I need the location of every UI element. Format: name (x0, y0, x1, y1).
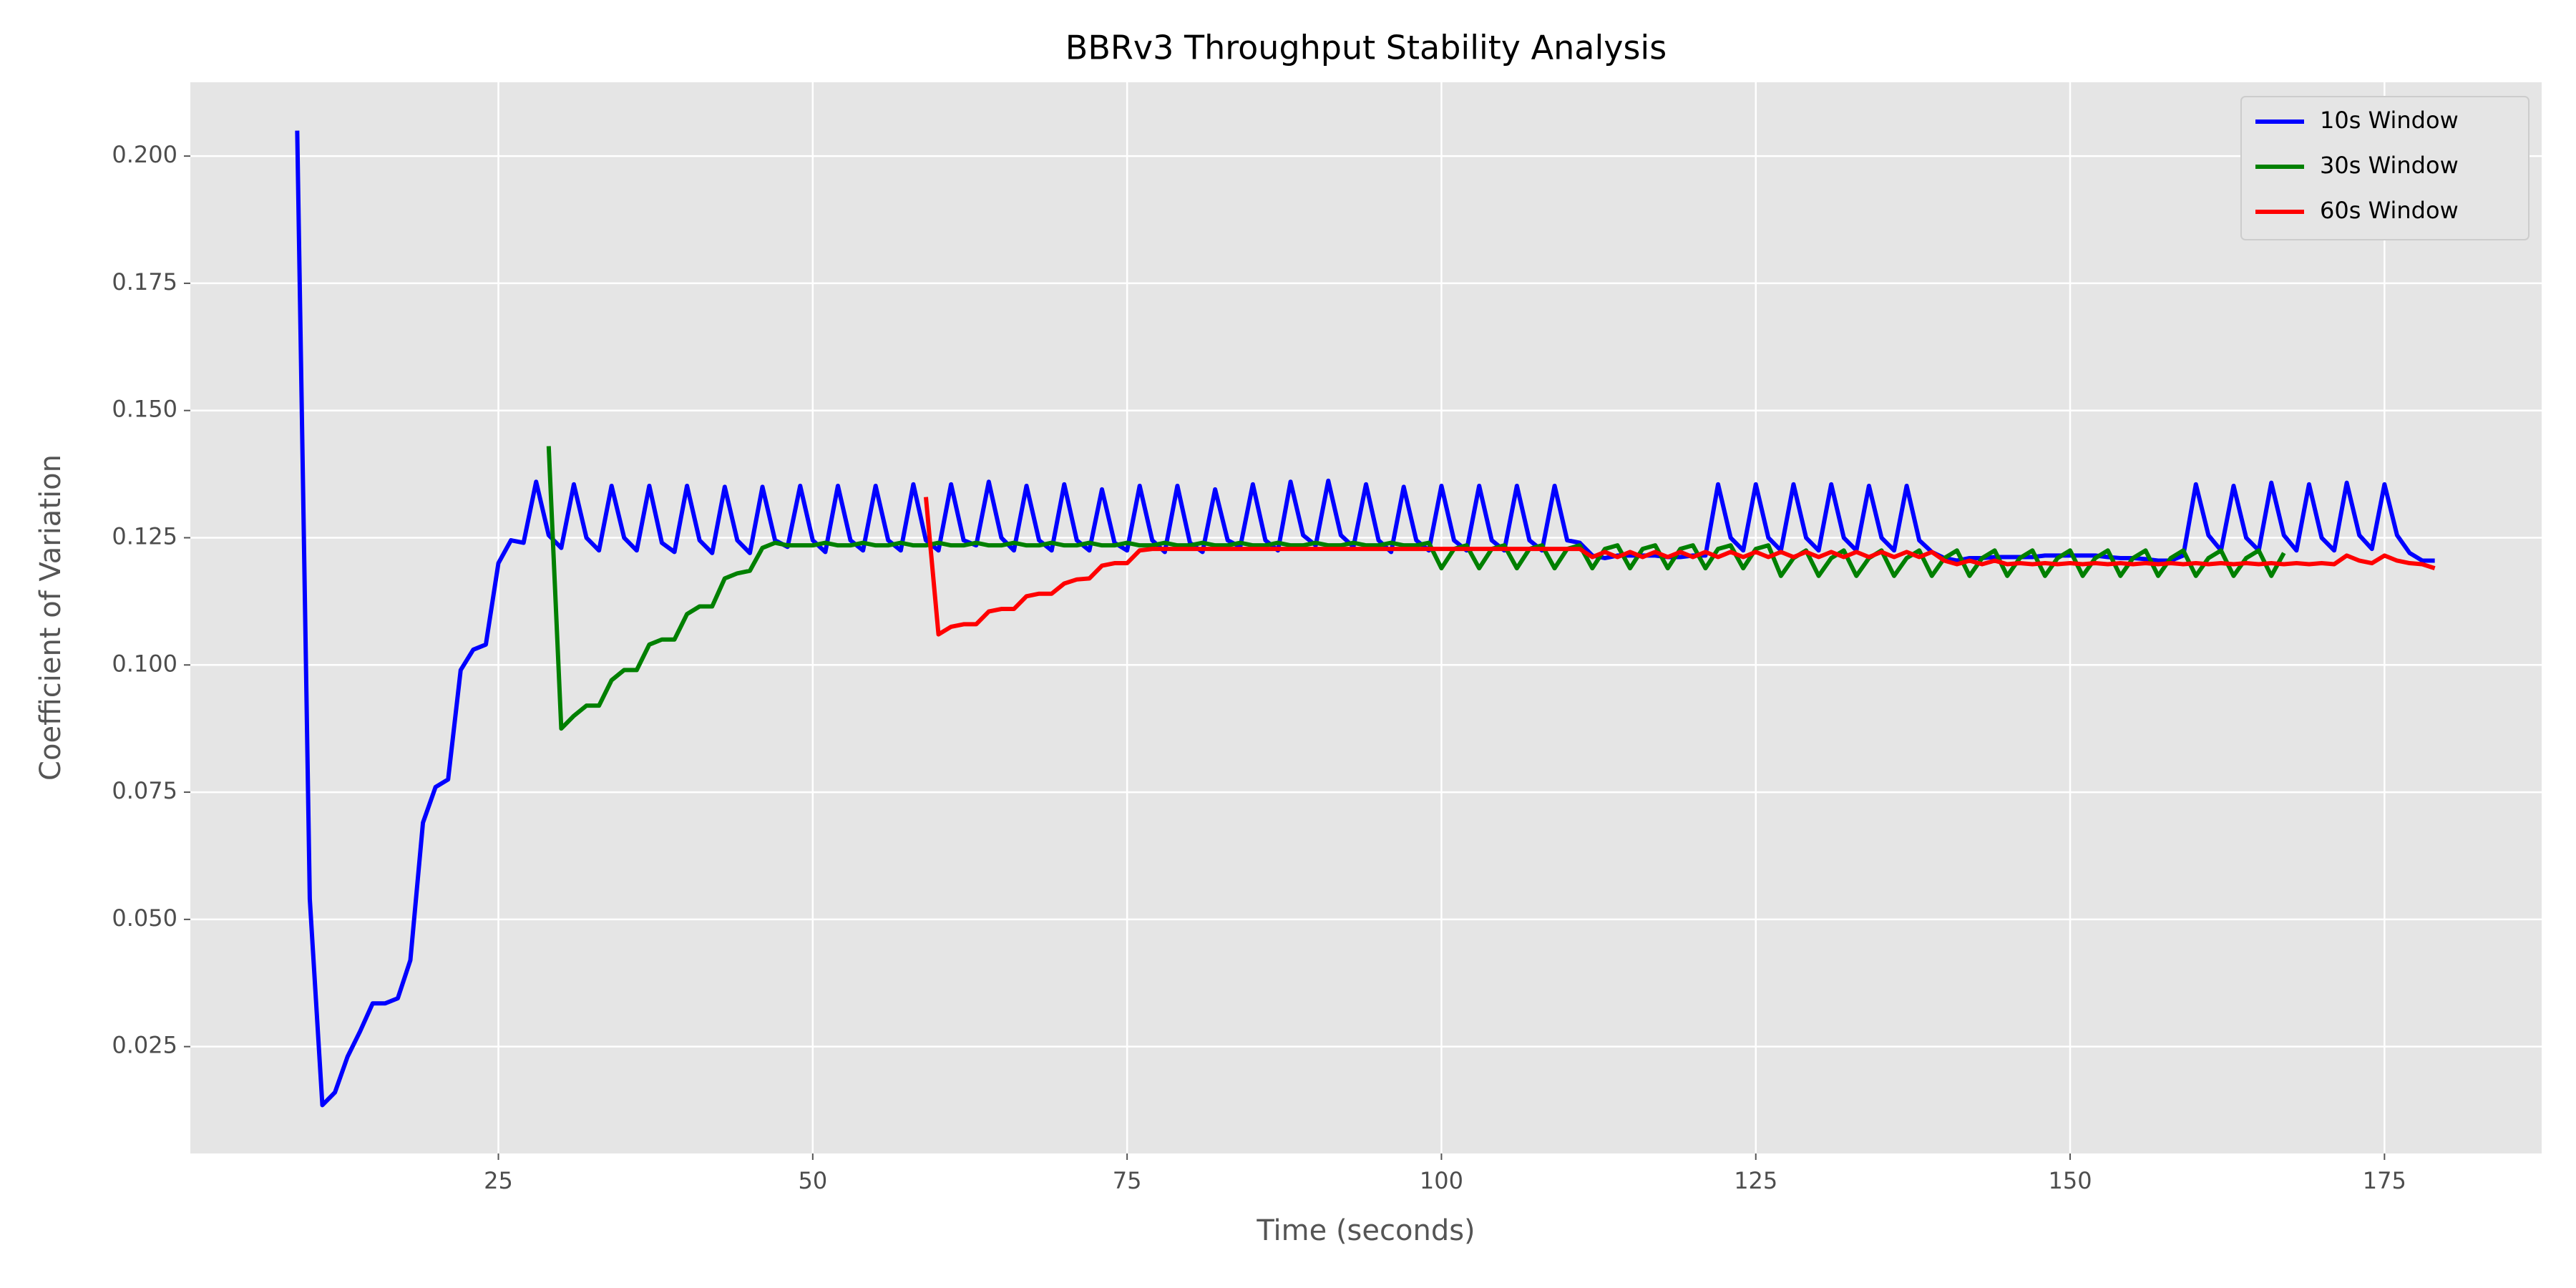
x-tick-label: 75 (1113, 1167, 1142, 1194)
y-tick-label: 0.050 (112, 904, 177, 932)
x-tick-label: 100 (1420, 1167, 1463, 1194)
legend-label: 60s Window (2320, 197, 2459, 224)
y-tick-label: 0.100 (112, 650, 177, 677)
y-tick-label: 0.200 (112, 141, 177, 168)
x-tick-label: 175 (2363, 1167, 2406, 1194)
legend-label: 10s Window (2320, 107, 2459, 134)
series-line (295, 130, 2435, 1108)
y-tick-label: 0.125 (112, 522, 177, 550)
series-line (923, 497, 2436, 637)
series-line (546, 446, 2286, 731)
y-tick-label: 0.150 (112, 396, 177, 423)
x-axis-label: Time (seconds) (1256, 1214, 1475, 1247)
y-tick-label: 0.175 (112, 268, 177, 296)
y-tick-label: 0.075 (112, 777, 177, 804)
x-tick-label: 50 (798, 1167, 827, 1194)
y-axis-label: Coefficient of Variation (34, 454, 67, 781)
legend: 10s Window 30s Window 60s Window (2240, 96, 2529, 240)
y-tick-label: 0.025 (112, 1032, 177, 1059)
x-tick-label: 150 (2049, 1167, 2092, 1194)
x-tick-label: 125 (1734, 1167, 1777, 1194)
legend-box (2240, 96, 2529, 240)
legend-label: 30s Window (2320, 152, 2459, 179)
x-tick-label: 25 (484, 1167, 513, 1194)
chart-title: BBRv3 Throughput Stability Analysis (1065, 29, 1667, 67)
plot-background (190, 82, 2542, 1153)
